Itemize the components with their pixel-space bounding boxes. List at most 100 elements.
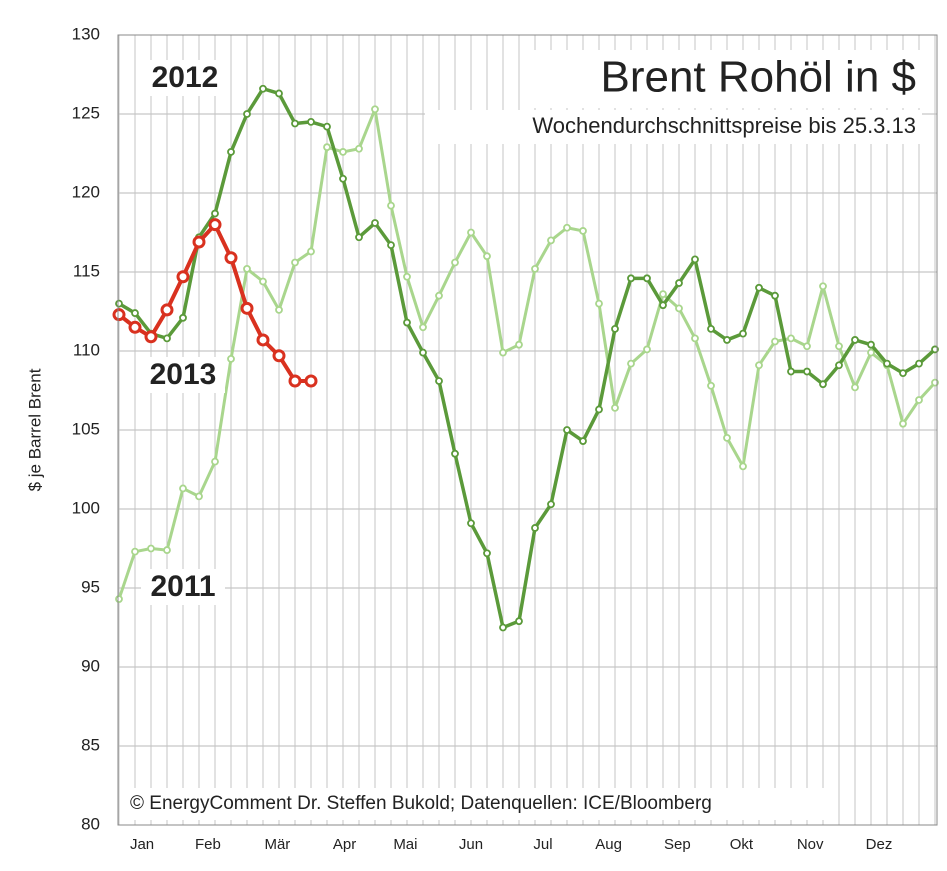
data-point [467, 228, 475, 237]
data-point [755, 283, 763, 292]
data-point [835, 361, 843, 370]
data-point [163, 334, 171, 343]
data-point [211, 209, 219, 218]
data-point [323, 143, 331, 152]
data-point [723, 433, 731, 442]
data-point [163, 546, 171, 554]
data-point [275, 306, 283, 314]
data-point [291, 258, 299, 267]
y-tick-label: 95 [81, 577, 100, 596]
data-point [595, 405, 603, 414]
data-point [355, 233, 363, 242]
x-tick-label: Aug [595, 836, 622, 853]
data-point [131, 547, 139, 556]
title-box [532, 50, 922, 108]
data-point [803, 367, 811, 376]
data-point [467, 519, 475, 528]
data-point [128, 320, 142, 334]
data-point [707, 324, 715, 333]
data-point [243, 110, 251, 118]
data-point [339, 174, 347, 183]
x-tick-label: Sep [664, 836, 691, 853]
data-point [387, 201, 395, 210]
x-tick-label: Mär [264, 836, 290, 853]
data-point [531, 264, 539, 273]
y-axis-label: $ je Barrel Brent [25, 368, 44, 491]
series-line [118, 86, 937, 630]
data-point [867, 340, 875, 349]
data-point [291, 119, 299, 128]
data-point [227, 148, 235, 156]
data-point [611, 403, 619, 412]
data-point [563, 223, 571, 232]
data-point [304, 374, 318, 388]
data-point [259, 277, 267, 286]
data-point [643, 345, 651, 354]
y-tick-label: 105 [72, 419, 100, 438]
data-point [339, 148, 347, 156]
y-tick-label: 125 [72, 103, 100, 122]
data-point [259, 84, 267, 93]
data-point [531, 524, 539, 532]
data-point [371, 219, 379, 227]
y-tick-label: 100 [72, 498, 100, 517]
data-point [547, 500, 555, 509]
data-point [179, 313, 187, 322]
data-point [707, 381, 715, 390]
data-point [675, 304, 683, 313]
x-tick-label: Apr [333, 836, 356, 853]
data-point [819, 282, 827, 291]
data-point [272, 349, 286, 363]
data-point [435, 291, 443, 300]
data-point [499, 348, 507, 357]
x-tick-label: Feb [195, 836, 221, 853]
data-point [515, 617, 523, 626]
data-point [499, 623, 507, 632]
y-tick-label: 130 [72, 24, 100, 43]
data-point [723, 336, 731, 344]
data-point [659, 301, 667, 310]
data-point [755, 361, 763, 370]
legend-label: 2011 [150, 570, 215, 603]
y-tick-label: 90 [81, 656, 100, 675]
x-tick-label: Nov [797, 836, 824, 853]
data-point [435, 377, 443, 385]
data-point [819, 380, 827, 389]
data-point [579, 437, 587, 445]
data-point [371, 105, 379, 114]
source-box [122, 788, 832, 820]
legend-label: 2013 [150, 358, 217, 391]
plot-frame [117, 34, 938, 826]
data-point [275, 89, 283, 98]
data-point [483, 252, 491, 261]
legend-box [141, 569, 225, 605]
data-point [195, 492, 203, 501]
data-point [771, 337, 779, 346]
x-tick-label: Dez [866, 836, 893, 853]
data-point [131, 309, 139, 317]
data-point [739, 462, 747, 471]
data-point [355, 144, 363, 153]
data-point [227, 354, 235, 363]
data-point [243, 264, 251, 273]
data-point [899, 369, 907, 378]
data-point [323, 122, 331, 131]
data-point [307, 247, 315, 256]
data-point [915, 396, 923, 404]
data-point [611, 324, 619, 333]
data-point [739, 329, 747, 338]
data-point [515, 340, 523, 349]
data-point [387, 241, 395, 250]
data-point [147, 544, 155, 553]
legend-box [143, 60, 227, 96]
data-point [787, 334, 795, 343]
y-tick-label: 110 [73, 340, 100, 359]
data-point [179, 484, 187, 493]
chart-subtitle: Wochendurchschnittspreise bis 25.3.13 [532, 113, 916, 138]
data-point [899, 419, 907, 428]
data-point [176, 270, 190, 284]
data-point [419, 348, 427, 357]
data-point [112, 308, 126, 322]
data-point [563, 426, 571, 434]
